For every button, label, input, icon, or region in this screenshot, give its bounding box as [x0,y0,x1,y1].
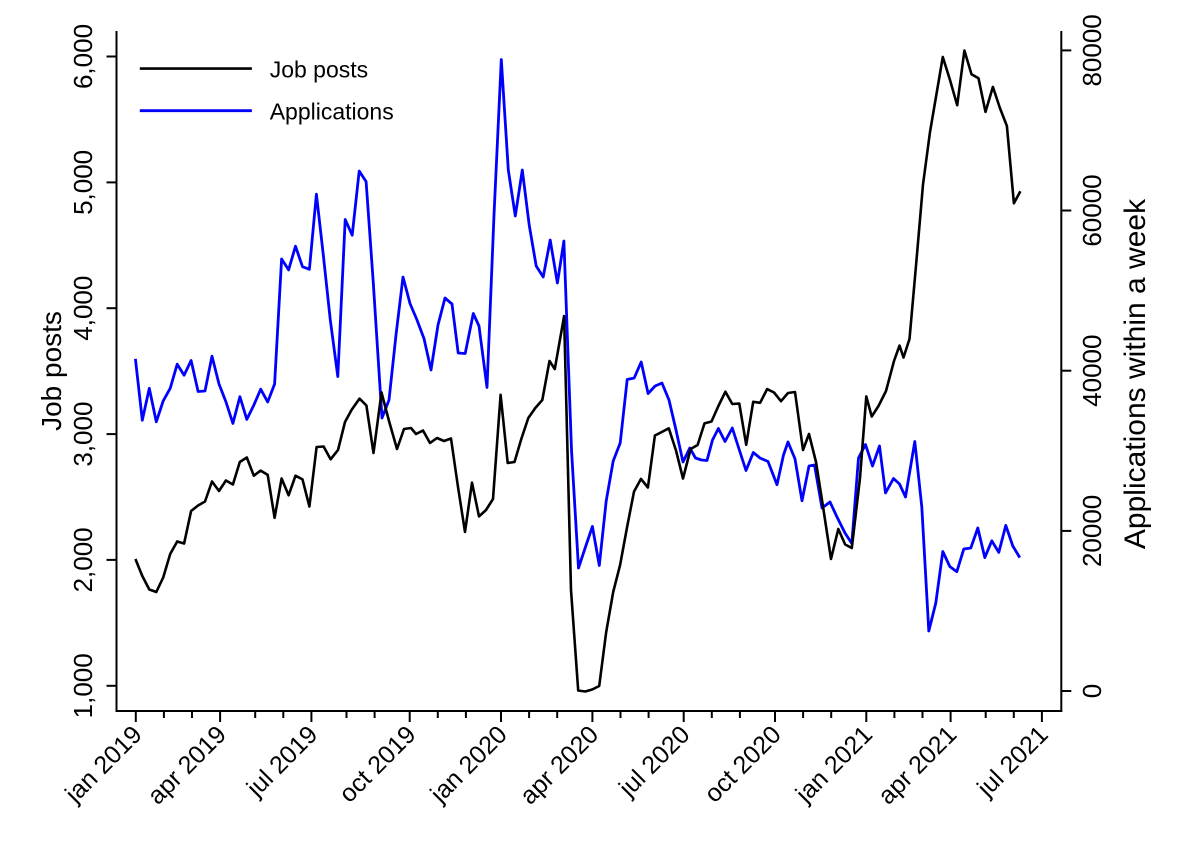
svg-text:Job posts: Job posts [36,311,67,431]
svg-text:5,000: 5,000 [68,150,98,215]
svg-text:60000: 60000 [1077,174,1107,246]
svg-text:Job posts: Job posts [270,57,368,83]
svg-text:40000: 40000 [1077,335,1107,407]
svg-text:Applications within a week: Applications within a week [1119,198,1152,549]
svg-text:6,000: 6,000 [68,24,98,89]
svg-text:80000: 80000 [1077,14,1107,86]
svg-text:20000: 20000 [1077,495,1107,567]
svg-text:1,000: 1,000 [68,653,98,718]
svg-text:3,000: 3,000 [68,402,98,467]
svg-text:Applications: Applications [270,99,394,125]
svg-text:4,000: 4,000 [68,276,98,341]
svg-text:0: 0 [1077,684,1107,698]
svg-text:2,000: 2,000 [68,527,98,592]
